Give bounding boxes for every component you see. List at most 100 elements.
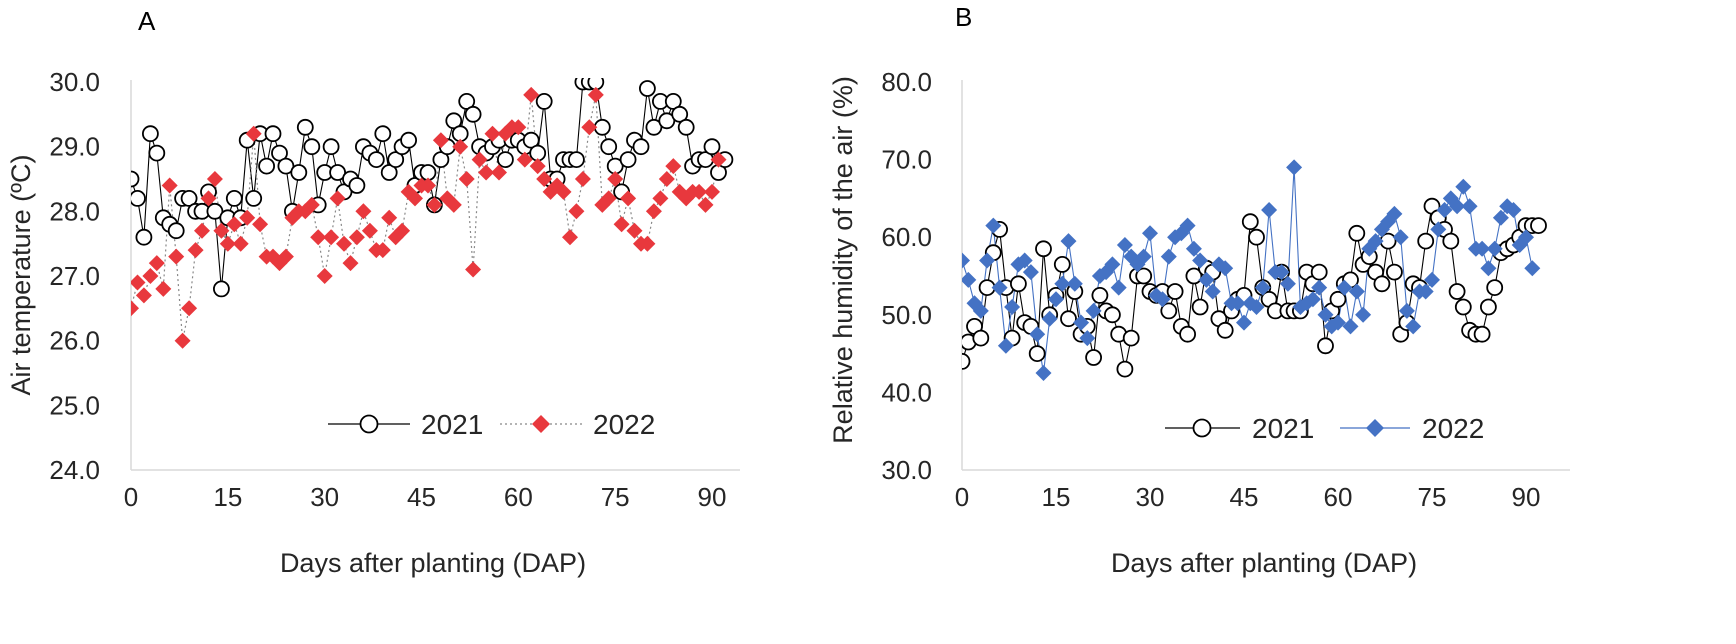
- series-2022-point: [555, 183, 572, 200]
- series-2021-point: [972, 329, 990, 347]
- panel-b-x-tick-label: 30: [1136, 482, 1165, 512]
- series-2022-point: [1348, 283, 1365, 300]
- series-2022-point: [1041, 310, 1058, 327]
- series-2022-point: [161, 177, 178, 194]
- series-2021-point: [1160, 302, 1178, 320]
- series-2021-point: [1185, 267, 1203, 285]
- series-2022-point: [613, 216, 630, 233]
- series-2021-point: [639, 80, 656, 97]
- series-2021-point: [1122, 329, 1140, 347]
- series-2021-point: [1053, 255, 1071, 273]
- series-2022-point: [1085, 302, 1102, 319]
- panel-b-x-tick-label: 45: [1230, 482, 1259, 512]
- series-2022-point: [997, 337, 1014, 354]
- series-2022-point: [581, 119, 598, 136]
- series-2021-point: [1442, 232, 1460, 250]
- panel-b-y-tick-label: 50.0: [881, 300, 932, 330]
- panel-a-x-axis-title: Days after planting (DAP): [280, 548, 586, 578]
- panel-b-y-tick-label: 80.0: [881, 67, 932, 97]
- series-2022-point: [645, 203, 662, 220]
- series-2022-point: [529, 158, 546, 175]
- series-2022-point: [985, 217, 1002, 234]
- series-2021-point: [1166, 283, 1184, 300]
- series-2022-point: [962, 271, 977, 288]
- series-2021-point: [212, 280, 230, 298]
- series-2022-point: [665, 158, 682, 175]
- series-2021-point: [619, 151, 637, 169]
- panel-a-x-tick-label: 0: [124, 482, 138, 512]
- series-2022-point: [1116, 237, 1133, 253]
- panel-a-x-tick-labels: 0 15 30 45 60 75 90: [124, 482, 727, 512]
- series-2021-point: [1085, 349, 1102, 366]
- series-2022-point: [1035, 365, 1052, 381]
- series-2021-point: [1530, 217, 1547, 235]
- series-2022-point: [1355, 306, 1372, 323]
- series-2022-point: [626, 222, 643, 239]
- series-2022-point: [432, 132, 449, 149]
- panel-b-x-tick-label: 0: [955, 482, 969, 512]
- panel-a-y-tick-label: 30.0: [49, 67, 100, 97]
- panel-a-y-tick-labels: 24.0 25.0 26.0 27.0 28.0 29.0 30.0: [49, 67, 100, 485]
- series-2022-point: [420, 177, 436, 194]
- panel-a-x-tick-label: 30: [310, 482, 339, 512]
- series-2022-point: [168, 248, 185, 265]
- panel-a-legend: 2021 2022: [328, 409, 655, 440]
- panel-b-legend-2021-label: 2021: [1252, 413, 1314, 444]
- series-2022-point: [1154, 291, 1171, 308]
- series-2022-point: [445, 196, 462, 213]
- series-2021-point: [1191, 298, 1209, 316]
- series-2021-point: [258, 157, 276, 175]
- series-2022-point: [1480, 260, 1497, 277]
- series-2022-point: [1066, 275, 1083, 292]
- series-2021-point: [632, 138, 650, 156]
- series-2022-point: [1461, 198, 1478, 215]
- series-2022-point: [478, 164, 495, 181]
- series-2021-point: [1028, 345, 1046, 363]
- series-2021-point: [600, 138, 618, 156]
- series-2021-point: [290, 164, 308, 181]
- series-2022-point: [1135, 248, 1152, 265]
- series-2022-point: [135, 287, 152, 304]
- series-2022-point: [181, 300, 198, 317]
- series-2022-point: [310, 229, 327, 246]
- series-2022-point: [239, 209, 256, 226]
- series-2022-point: [394, 222, 411, 239]
- series-2021-point: [1179, 325, 1196, 343]
- panel-a-y-tick-label: 25.0: [49, 390, 100, 420]
- series-2022-point: [697, 196, 714, 213]
- series-2022-point: [1110, 279, 1127, 296]
- series-2022-line: [131, 94, 720, 341]
- series-2022-point: [1229, 295, 1246, 312]
- series-2021-point: [167, 222, 185, 240]
- series-2022-point: [407, 190, 423, 207]
- series-2022-point: [1405, 318, 1422, 335]
- series-2022-point: [1079, 330, 1096, 347]
- series-2022-point: [381, 209, 398, 226]
- series-2022-point: [1311, 279, 1328, 296]
- panel-a-y-tick-label: 24.0: [49, 455, 100, 485]
- panel-a-y-tick-label: 28.0: [49, 196, 100, 226]
- series-2022-point: [131, 300, 139, 317]
- series-2021-point: [535, 93, 553, 110]
- series-2022-point: [1060, 233, 1077, 250]
- series-2021-point: [322, 138, 340, 156]
- panel-b-x-axis-title: Days after planting (DAP): [1111, 548, 1417, 578]
- series-2021-point: [1386, 263, 1403, 281]
- series-2022-point: [148, 255, 165, 272]
- series-2022-point: [1518, 229, 1534, 246]
- series-2022-point: [219, 235, 236, 252]
- panel-a-letter: A: [138, 6, 156, 36]
- series-2021-point: [677, 118, 695, 136]
- series-2021-point: [148, 144, 166, 162]
- series-2022-point: [1204, 283, 1221, 300]
- panel-b-y-tick-label: 60.0: [881, 222, 932, 252]
- series-2022-point: [1304, 291, 1321, 308]
- series-2021-point: [225, 189, 243, 207]
- series-2022-point: [972, 302, 989, 319]
- series-2021-point: [329, 164, 347, 181]
- series-2022-point: [1248, 299, 1265, 315]
- series-2022-point: [142, 268, 159, 284]
- series-2022-point: [213, 222, 230, 239]
- panel-a-legend-2021-label: 2021: [421, 409, 483, 440]
- series-2022-point: [1386, 205, 1403, 222]
